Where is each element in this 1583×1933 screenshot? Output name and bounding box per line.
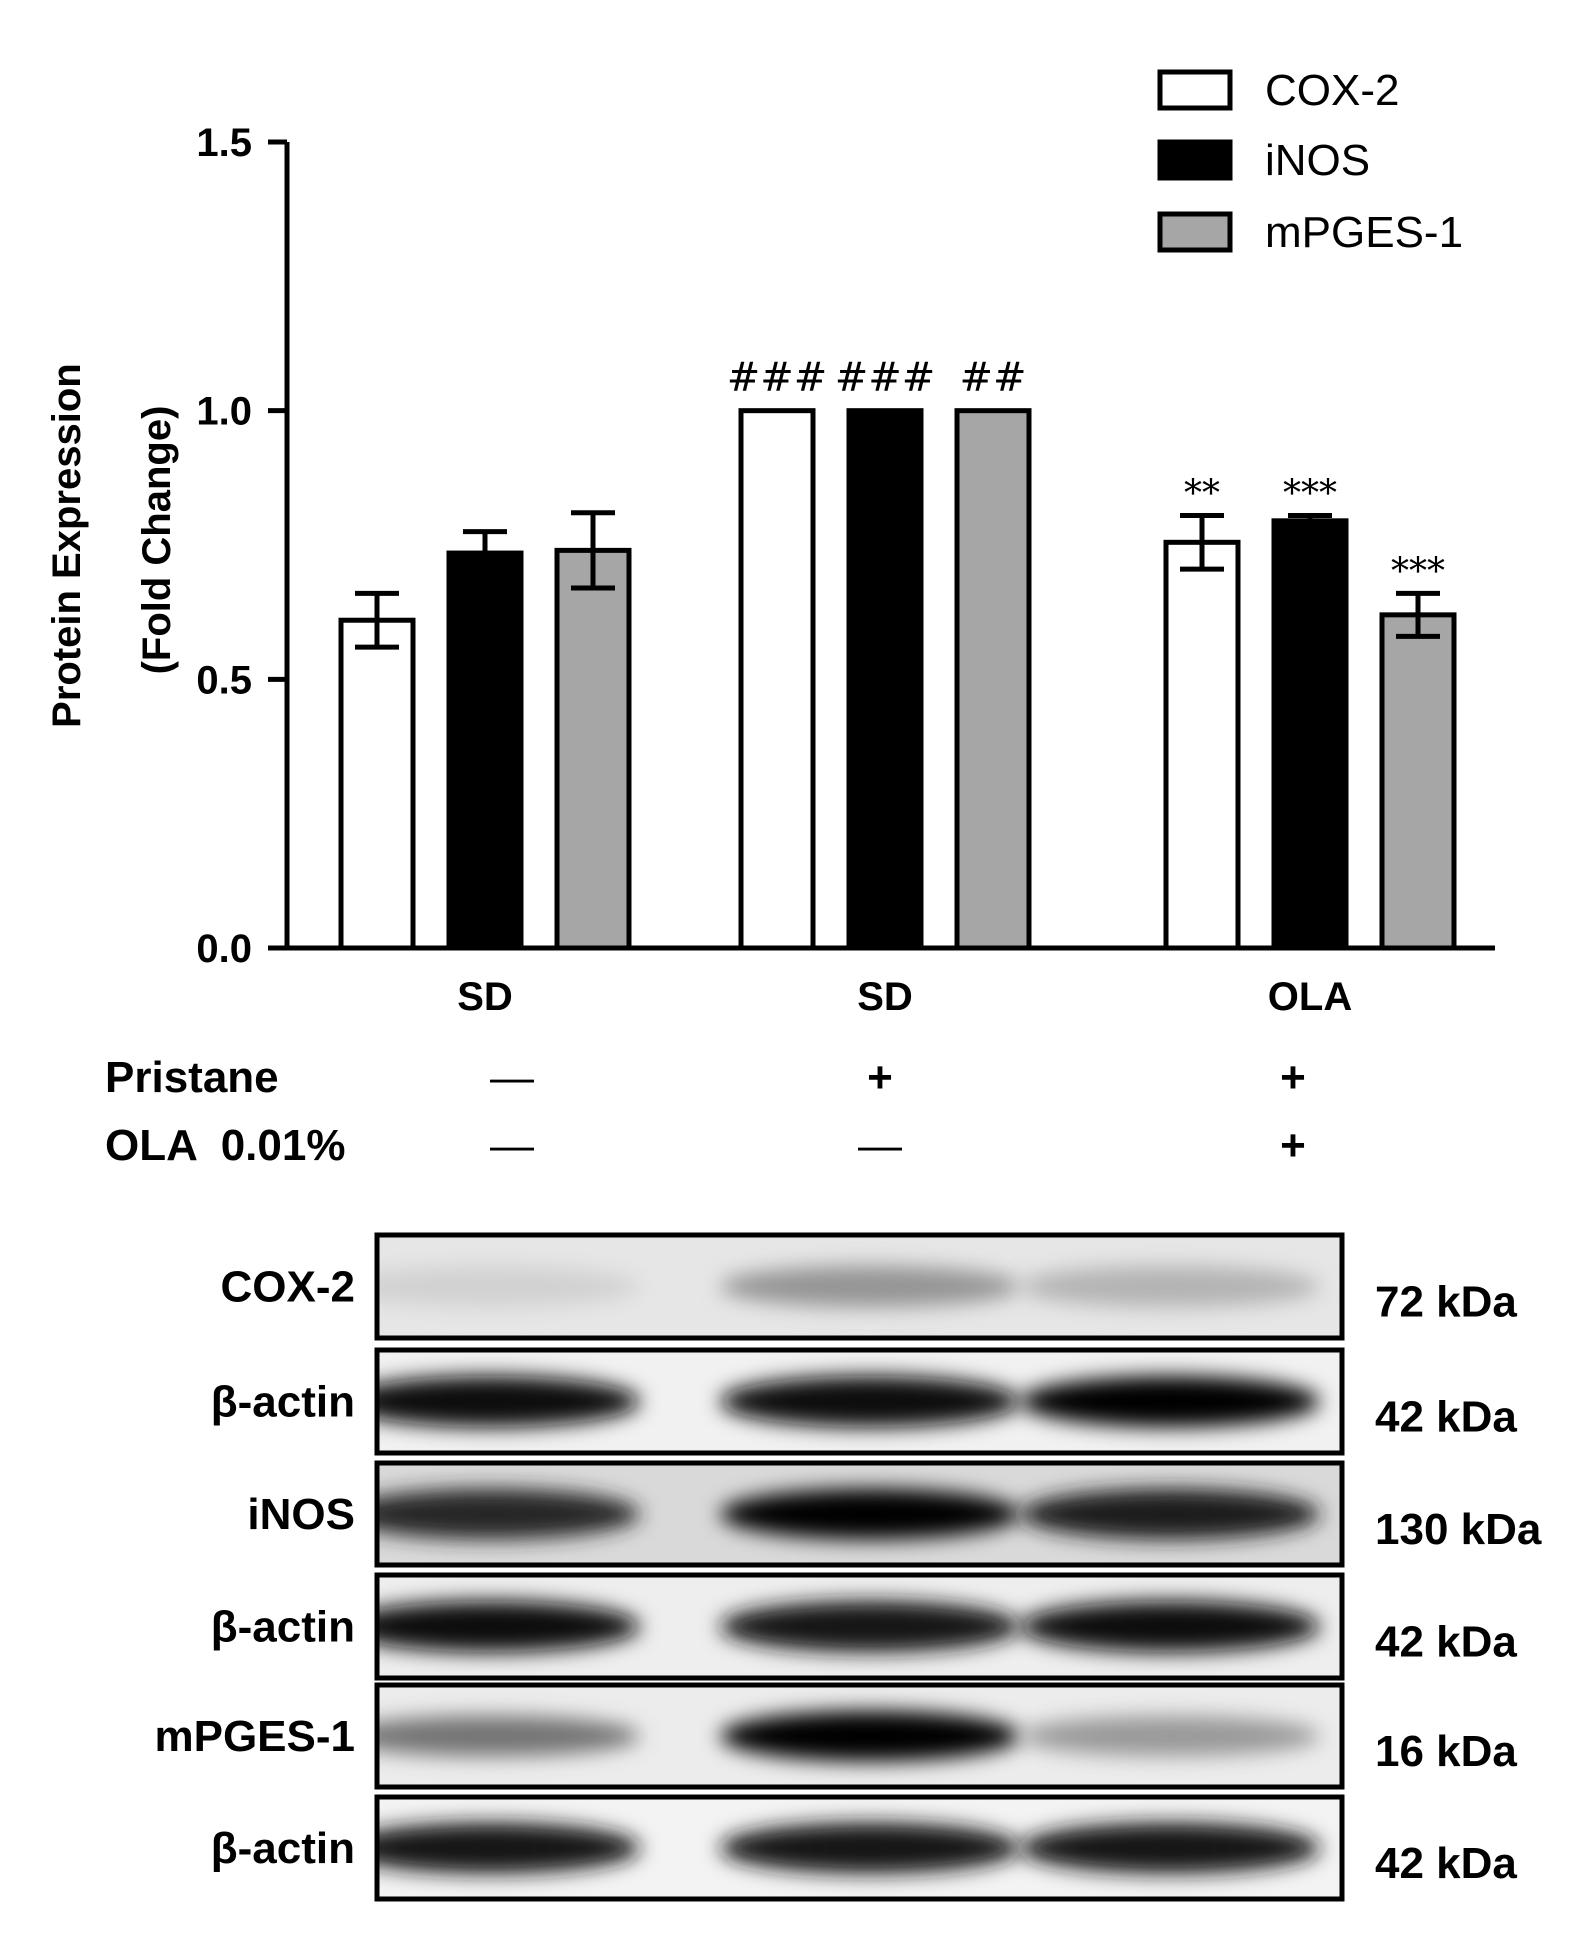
- x-category-label: OLA: [1268, 975, 1352, 1019]
- blot-band: [377, 1265, 640, 1308]
- blot-size-label: 42 kDa: [1375, 1393, 1517, 1442]
- blot-band: [377, 1822, 640, 1874]
- blot-size-label: 16 kDa: [1375, 1727, 1517, 1776]
- blot-band: [377, 1488, 640, 1540]
- bar-mpges-1-2: [1379, 612, 1457, 951]
- blot-band: [1020, 1600, 1320, 1653]
- bar-inos-0: [446, 550, 524, 951]
- blot-panel-frame: [374, 1347, 1345, 1456]
- legend-label: mPGES-1: [1265, 208, 1463, 257]
- legend-swatch-inos: [1157, 139, 1233, 181]
- blot-size-label: 42 kDa: [1375, 1839, 1517, 1888]
- blot-size-label: 72 kDa: [1375, 1278, 1517, 1327]
- blot-panel-frame: [374, 1682, 1345, 1790]
- significance-mark: **: [1184, 473, 1220, 514]
- blot-size-label: 130 kDa: [1375, 1505, 1542, 1554]
- error-bars-group: [355, 510, 1440, 650]
- bar-mpges-1-0: [554, 547, 632, 951]
- y-tick-label: 0.5: [196, 658, 252, 702]
- bar-chart: ### ** ### *** ## *** 0.0 0.5 1.0 1.5 SD SD OLA Pr…: [45, 66, 1495, 1019]
- legend-swatch-cox-2: [1157, 69, 1233, 111]
- treatment-table: Pristane — + + OLA 0.01% — — +: [105, 1053, 1306, 1170]
- bar-inos-1: [846, 408, 924, 951]
- y-axis-label-line1: Protein Expression: [45, 363, 89, 728]
- blot-bands: [377, 1710, 1320, 1762]
- blot-band: [720, 1600, 1020, 1653]
- blot-panel-frame: [374, 1572, 1345, 1681]
- treatment-value: —: [858, 1121, 902, 1170]
- legend-label: iNOS: [1265, 136, 1370, 185]
- blot-protein-label: β-actin: [211, 1378, 355, 1427]
- bar-cox-2-1: [738, 408, 816, 951]
- treatment-value: +: [1280, 1053, 1306, 1102]
- blot-band: [720, 1265, 1020, 1308]
- blot-bands: [377, 1265, 1320, 1308]
- y-tick-label: 1.5: [196, 121, 252, 165]
- significance-mark: ###: [727, 355, 828, 401]
- treatment-value: +: [1280, 1121, 1306, 1170]
- significance-marks-group: ### ** ### *** ## ***: [727, 355, 1445, 593]
- significance-mark: ###: [835, 355, 936, 401]
- treatment-value: —: [490, 1121, 534, 1170]
- significance-mark: ***: [1283, 473, 1337, 514]
- blot-protein-label: β-actin: [211, 1824, 355, 1873]
- blot-band: [377, 1600, 640, 1653]
- blot-bands: [377, 1375, 1320, 1428]
- treatment-label: OLA 0.01%: [105, 1121, 345, 1170]
- treatment-value: +: [867, 1053, 893, 1102]
- blot-band: [720, 1375, 1020, 1428]
- blot-bands: [377, 1488, 1320, 1540]
- blot-protein-label: COX-2: [221, 1263, 355, 1312]
- y-axis-label: Protein Expression (Fold Change): [45, 352, 179, 728]
- bar-mpges-1-1: [954, 408, 1032, 951]
- blot-protein-label: iNOS: [247, 1490, 355, 1539]
- blot-bands: [377, 1600, 1320, 1653]
- blot-band: [1020, 1375, 1320, 1428]
- blot-panel-frame: [374, 1232, 1345, 1341]
- y-tick-label: 1.0: [196, 390, 252, 434]
- blot-panel-frame: [374, 1794, 1345, 1902]
- y-tick-label: 0.0: [196, 927, 252, 971]
- blot-size-label: 42 kDa: [1375, 1618, 1517, 1667]
- blot-protein-label: mPGES-1: [154, 1712, 355, 1761]
- bar-inos-2: [1271, 518, 1349, 951]
- significance-mark: ##: [959, 355, 1026, 401]
- treatment-value: —: [490, 1053, 534, 1102]
- x-category-label: SD: [457, 975, 513, 1019]
- legend-label: COX-2: [1265, 66, 1399, 115]
- x-category-label: SD: [857, 975, 913, 1019]
- legend: COX-2 iNOS mPGES-1: [1157, 66, 1463, 257]
- significance-mark: ***: [1391, 551, 1445, 592]
- blot-band: [377, 1375, 640, 1428]
- blot-band: [720, 1710, 1020, 1762]
- blot-panel-frame: [374, 1460, 1345, 1568]
- blot-band: [1020, 1822, 1320, 1874]
- treatment-label: Pristane: [105, 1053, 279, 1102]
- legend-swatch-mpges-1: [1157, 211, 1233, 253]
- x-categories-group: SD SD OLA: [457, 975, 1352, 1019]
- y-axis-label-line2: (Fold Change): [135, 406, 179, 675]
- blot-bands: [377, 1822, 1320, 1874]
- y-ticks-group: 0.0 0.5 1.0 1.5: [196, 121, 287, 971]
- bar-cox-2-2: [1163, 539, 1241, 951]
- blot-band: [1020, 1265, 1320, 1308]
- blot-band: [1020, 1488, 1320, 1540]
- bar-cox-2-0: [338, 617, 416, 951]
- blot-protein-label: β-actin: [211, 1603, 355, 1652]
- blot-band: [1020, 1715, 1320, 1757]
- blot-band: [720, 1488, 1020, 1540]
- blot-band: [377, 1715, 640, 1757]
- blot-band: [720, 1822, 1020, 1874]
- western-blot: COX-2 72 kDa β-actin 42 kDa iNOS 130 kDa β-act…: [154, 1232, 1542, 1902]
